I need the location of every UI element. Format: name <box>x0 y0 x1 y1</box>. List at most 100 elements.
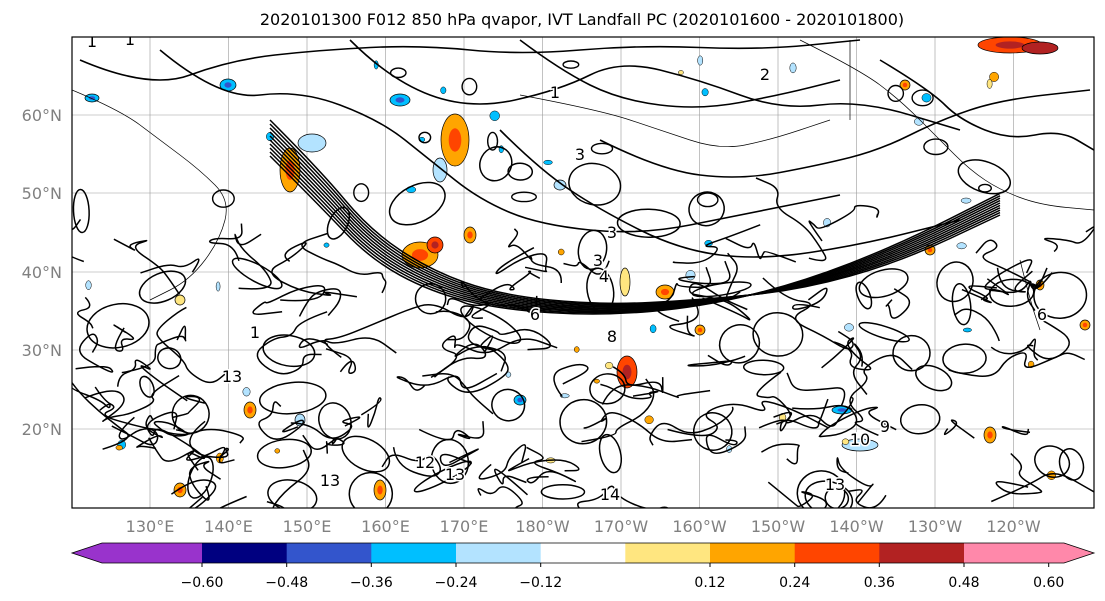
ivt-contour-line <box>269 155 1001 315</box>
ivt-contour-line <box>136 415 164 450</box>
ivt-contour-line <box>349 39 961 131</box>
ivt-contour-line <box>79 39 861 81</box>
qvapor-anomaly-core <box>517 397 523 403</box>
ivt-contour-loop <box>461 77 478 96</box>
qvapor-speck <box>559 393 570 399</box>
qvapor-anomaly-core <box>88 96 96 100</box>
colorbar-swatch <box>879 543 965 563</box>
ivt-contour-loop <box>692 412 733 451</box>
lon-tick-label: 160°W <box>672 517 727 536</box>
ivt-contour-loop <box>691 281 752 298</box>
ivt-contour-loop <box>211 189 235 208</box>
qvapor-anomaly-core <box>902 82 908 88</box>
ivt-contour-loop <box>855 281 873 310</box>
ivt-contour-loop <box>326 206 351 240</box>
ivt-contour-line <box>113 324 135 352</box>
ivt-contour-line <box>655 267 712 323</box>
ivt-contour-line <box>234 233 272 290</box>
qvapor-anomaly-core <box>395 97 405 103</box>
contour-label: 14 <box>600 485 620 504</box>
ivt-contour-line <box>767 481 828 508</box>
figure-title: 2020101300 F012 850 hPa qvapor, IVT Land… <box>260 10 904 29</box>
ivt-contour-line <box>508 457 580 472</box>
ivt-contour-line <box>553 363 589 398</box>
ivt-contour-line <box>761 443 800 465</box>
ivt-contour-line <box>808 204 880 242</box>
contour-label: 13 <box>445 465 465 484</box>
ivt-contour-line <box>269 131 1001 308</box>
ivt-contour-line <box>953 308 1000 342</box>
ivt-contour-loop <box>951 282 972 326</box>
ivt-contour-line <box>84 374 180 422</box>
qvapor-speck <box>960 197 972 204</box>
qvapor-anomaly-patch <box>841 438 879 452</box>
qvapor-speck <box>678 70 684 75</box>
ivt-contour-loop <box>258 381 327 415</box>
ivt-contour-loop <box>577 229 608 270</box>
ivt-contour-line <box>678 260 731 285</box>
colorbar-swatch <box>794 543 880 563</box>
lon-tick-label: 150°E <box>283 517 332 536</box>
contour-label: 4 <box>599 267 609 286</box>
coastline <box>72 89 227 301</box>
contour-label: 10 <box>850 430 870 449</box>
ivt-contour-loop <box>858 321 910 343</box>
ivt-contour-line <box>422 373 494 415</box>
contour-label: 3 <box>575 145 585 164</box>
ivt-contour-line <box>113 238 181 295</box>
ivt-contour-loop <box>479 146 513 182</box>
lat-tick-label: 20°N <box>22 420 62 439</box>
contour-label: 13 <box>825 475 845 494</box>
ivt-contour-layer <box>72 39 1094 508</box>
ivt-contour-loop <box>1034 445 1071 478</box>
ivt-contour-line <box>256 311 328 375</box>
ivt-contour-line <box>848 489 887 508</box>
ivt-contour-line <box>298 337 397 354</box>
contour-label: 2 <box>760 65 770 84</box>
ivt-contour-loop <box>72 188 90 234</box>
ivt-contour-loop <box>598 433 623 474</box>
map-background <box>72 37 1094 508</box>
colorbar-extend-low <box>72 543 202 563</box>
lon-tick-label: 170°E <box>440 517 489 536</box>
ivt-contour-line <box>583 412 693 443</box>
ivt-contour-line <box>116 359 188 402</box>
ivt-contour-loop <box>899 403 941 435</box>
ivt-contour-loop <box>590 142 614 155</box>
ivt-contour-line <box>76 296 94 329</box>
ivt-contour-line <box>792 287 828 310</box>
lat-tick-labels: 60°N 50°N 40°N 30°N 20°N <box>22 106 62 439</box>
ivt-contour-line <box>446 297 490 319</box>
ivt-contour-line <box>140 258 200 274</box>
ivt-contour-line <box>269 127 1001 307</box>
colorbar-tick-label: 0.12 <box>694 575 725 591</box>
ivt-contour-line <box>146 411 189 437</box>
ivt-contour-loop <box>187 456 214 499</box>
qvapor-fill-layer <box>84 37 1091 501</box>
ivt-contour-line <box>430 335 558 379</box>
ivt-contour-loop <box>430 438 470 485</box>
ivt-contour-loop <box>589 373 626 405</box>
ivt-contour-line <box>75 333 114 373</box>
lon-tick-label: 120°W <box>986 517 1041 536</box>
ivt-contour-loop <box>414 282 447 315</box>
qvapor-speck <box>844 323 854 332</box>
qvapor-anomaly-core <box>467 231 473 239</box>
ivt-contour-line <box>170 479 217 508</box>
ivt-contour-line <box>324 304 475 358</box>
ivt-contour-loop <box>171 394 210 434</box>
qvapor-speck <box>789 62 797 74</box>
qvapor-anomaly-core <box>697 327 703 333</box>
contour-label: 9 <box>880 417 890 436</box>
ivt-contour-loop <box>491 388 526 422</box>
ivt-contour-line <box>762 277 854 350</box>
colorbar-swatch <box>625 543 711 563</box>
ivt-contour-loop <box>413 460 472 493</box>
ivt-contour-loop <box>718 324 761 364</box>
qvapor-speck <box>956 242 967 250</box>
qvapor-speck <box>605 362 614 370</box>
qvapor-speck <box>921 93 932 103</box>
ivt-contour-loop <box>388 181 446 226</box>
